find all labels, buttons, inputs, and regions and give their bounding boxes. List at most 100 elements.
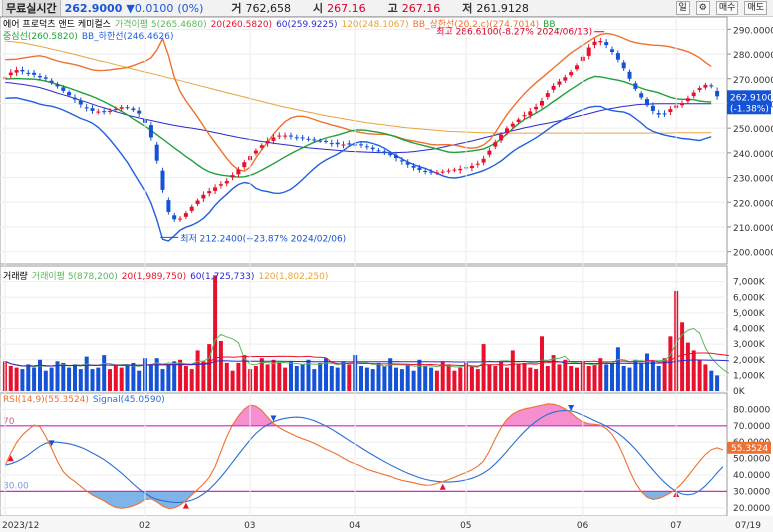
rsi-panel: 80.000070.000060.000050.000040.000030.00… bbox=[0, 392, 771, 517]
volume-bar bbox=[545, 366, 550, 391]
candle-body bbox=[137, 110, 142, 114]
price-panel: 290.0000280.0000270.0000260.0000250.0000… bbox=[0, 16, 773, 265]
volume-bar bbox=[160, 369, 165, 391]
candle-body bbox=[236, 169, 241, 175]
volume-bar bbox=[306, 359, 311, 392]
candle-body bbox=[376, 150, 381, 152]
volume-tick-label: 2,000K bbox=[733, 356, 766, 366]
candle-body bbox=[201, 194, 206, 199]
legend-entry[interactable]: RSI(14,9)(55.3524) bbox=[3, 395, 89, 405]
legend-entry[interactable]: BB_상한선(20.2.c)(274.7014) bbox=[412, 20, 540, 30]
low-value: 261.9128 bbox=[476, 1, 529, 15]
candle-body bbox=[610, 49, 614, 52]
x-tick-label: 02 bbox=[139, 521, 150, 531]
volume-tick-label: 1,000K bbox=[733, 371, 766, 381]
daily-period-button[interactable]: 일 bbox=[675, 1, 690, 15]
volume-bar bbox=[639, 362, 644, 391]
volume-bar bbox=[604, 364, 609, 391]
legend-entry[interactable]: BB_하한선(246.4626) bbox=[81, 32, 174, 42]
legend-entry[interactable]: 에어 프로덕츠 앤드 케미컬스 bbox=[3, 20, 111, 30]
low-annotation: 최저 212.2400(+23.87% 2024/02/06) bbox=[180, 233, 346, 244]
candle-body bbox=[55, 84, 60, 87]
quote-bar: 무료실시간 262.9000 ▼0.0100 (0%) 거 762,658 시 … bbox=[0, 0, 773, 17]
legend-entry[interactable]: BB_중심선(260.5820) bbox=[3, 20, 561, 42]
rsi-tick-label: 20.0000 bbox=[733, 504, 770, 514]
volume-bar bbox=[277, 362, 282, 391]
legend-entry[interactable]: 60(259.9225) bbox=[276, 20, 338, 30]
legend-entry[interactable]: 20(260.5820) bbox=[210, 20, 273, 30]
candle-body bbox=[703, 84, 708, 88]
buy-signal-marker bbox=[439, 483, 446, 490]
legend-entry[interactable]: 120(248.1067) bbox=[341, 20, 409, 30]
candle-body bbox=[294, 137, 299, 139]
rsi-level-70-label: 70 bbox=[3, 417, 15, 427]
rsi-tick-label: 70.0000 bbox=[733, 422, 770, 432]
candle-body bbox=[598, 41, 603, 43]
candle-body bbox=[575, 65, 579, 70]
legend-entry[interactable]: 거래이평 5(878,200) bbox=[31, 272, 118, 282]
buy-signal-marker bbox=[7, 455, 14, 462]
open-value: 267.16 bbox=[327, 1, 366, 15]
legend-entry[interactable]: 120(1,802,250) bbox=[258, 272, 329, 282]
bb-upper-line bbox=[4, 32, 712, 172]
volume-bar bbox=[119, 367, 124, 391]
volume-tick-label: 7,000K bbox=[733, 278, 766, 288]
candle-body bbox=[475, 163, 480, 165]
sell-signal-marker bbox=[270, 415, 277, 422]
price-tick-label: 210.0000 bbox=[733, 224, 773, 234]
candle-body bbox=[318, 140, 323, 142]
volume-bar bbox=[452, 370, 457, 391]
legend-entry[interactable]: 60(1,725,733) bbox=[190, 272, 255, 282]
volume-label: 거 bbox=[231, 2, 242, 15]
candle-body bbox=[119, 107, 124, 109]
legend-entry[interactable]: 가격이평 5(265.4680) bbox=[114, 20, 207, 30]
sell-button[interactable]: 매도 bbox=[744, 1, 767, 15]
candle-body bbox=[271, 137, 276, 141]
candle-body bbox=[493, 142, 498, 147]
volume-bar bbox=[598, 358, 603, 391]
candle-body bbox=[312, 139, 317, 141]
legend-entry[interactable]: Signal(45.0590) bbox=[92, 395, 165, 405]
price-tick-label: 240.0000 bbox=[733, 150, 773, 160]
legend-entry[interactable]: 거래량 bbox=[3, 272, 28, 282]
candle-body bbox=[38, 76, 42, 78]
candle-body bbox=[364, 146, 369, 148]
candle-body bbox=[586, 47, 591, 56]
candle-body bbox=[458, 168, 463, 171]
candle-body bbox=[8, 72, 13, 76]
volume-bar bbox=[218, 341, 223, 391]
price-change-pct: (0%) bbox=[177, 1, 204, 15]
volume-bar bbox=[615, 347, 620, 392]
candle-body bbox=[96, 111, 101, 113]
volume-bar bbox=[49, 367, 54, 391]
candle-body bbox=[189, 206, 194, 211]
volume-bar bbox=[189, 369, 194, 391]
candle-body bbox=[382, 151, 387, 153]
price-tick-label: 270.0000 bbox=[733, 76, 773, 86]
volume-bar bbox=[195, 350, 200, 391]
candle-body bbox=[499, 134, 504, 141]
x-tick-label: 03 bbox=[244, 521, 255, 531]
gear-icon[interactable]: ⚙ bbox=[695, 1, 710, 15]
volume-bar bbox=[569, 366, 574, 391]
candle-body bbox=[557, 81, 562, 85]
volume-bar bbox=[662, 358, 667, 391]
volume-bar bbox=[20, 369, 25, 391]
volume-bar bbox=[26, 364, 31, 391]
volume-bar bbox=[458, 367, 463, 391]
volume-bar bbox=[154, 358, 159, 391]
candle-body bbox=[446, 170, 451, 172]
volume-bar bbox=[207, 344, 212, 391]
legend-entry[interactable]: 20(1,989,750) bbox=[121, 272, 187, 282]
buy-button[interactable]: 매수 bbox=[715, 1, 739, 15]
volume-bar bbox=[43, 370, 48, 391]
volume-bar bbox=[125, 366, 130, 391]
candle-body bbox=[26, 72, 31, 74]
volume-bar bbox=[487, 364, 492, 391]
volume-bar bbox=[61, 362, 66, 391]
rsi-tick-label: 30.0000 bbox=[733, 487, 770, 497]
volume-bar bbox=[656, 366, 661, 391]
volume-bar bbox=[510, 350, 515, 391]
candle-body bbox=[253, 150, 258, 154]
